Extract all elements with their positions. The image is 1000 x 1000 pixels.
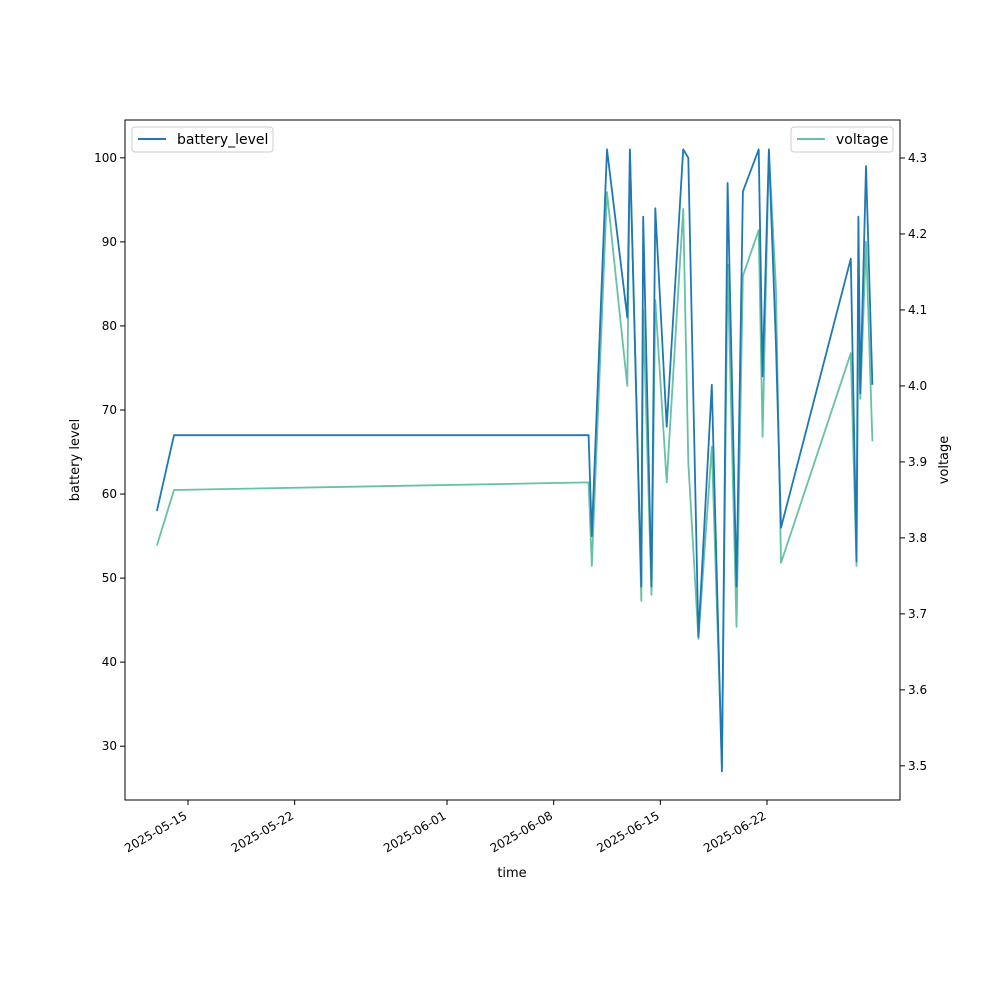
y-axis-left-title: battery level [68, 419, 83, 502]
y-left-tick-label: 70 [102, 403, 117, 417]
x-axis: 2025-05-15 2025-05-22 2025-06-01 2025-06-08… [122, 800, 769, 855]
y-right-tick-label: 4.2 [908, 227, 927, 241]
y-left-tick-label: 100 [94, 151, 117, 165]
y-right-tick-label: 4.3 [908, 151, 927, 165]
y-axis-left: 30 40 50 60 70 80 90 100 [94, 151, 125, 753]
legend-left-label: battery_level [177, 132, 268, 148]
y-right-tick-label: 4.0 [908, 379, 927, 393]
y-left-tick-label: 30 [102, 739, 117, 753]
x-axis-title: time [497, 866, 526, 881]
y-right-tick-label: 4.1 [908, 303, 927, 317]
y-left-tick-label: 80 [102, 319, 117, 333]
series-line-voltage [156, 149, 874, 767]
x-tick-label: 2025-05-15 [122, 808, 189, 855]
y-axis-right: 3.5 3.6 3.7 3.8 3.9 4.0 4.1 4.2 4.3 [900, 151, 927, 773]
y-left-tick-label: 50 [102, 571, 117, 585]
y-left-tick-label: 60 [102, 487, 117, 501]
y-right-tick-label: 3.5 [908, 759, 927, 773]
y-right-tick-label: 3.8 [908, 531, 927, 545]
x-tick-label: 2025-05-22 [229, 808, 296, 855]
y-axis-right-title: voltage [937, 436, 952, 485]
plot-frame [124, 119, 901, 801]
legend-left-box [131, 126, 274, 153]
series-layer [156, 148, 874, 773]
y-left-tick-label: 90 [102, 235, 117, 249]
legend-right: voltage [790, 126, 894, 153]
plot-background [125, 120, 900, 800]
legend-left: battery_level [131, 126, 274, 153]
series-line-battery-level [156, 148, 874, 773]
x-tick-label: 2025-06-22 [701, 808, 768, 855]
x-tick-label: 2025-06-15 [594, 808, 661, 855]
x-tick-label: 2025-06-01 [381, 808, 448, 855]
y-right-tick-label: 3.9 [908, 455, 927, 469]
x-tick-label: 2025-06-08 [488, 808, 555, 855]
y-right-tick-label: 3.7 [908, 607, 927, 621]
legend-right-box [790, 126, 894, 153]
y-left-tick-label: 40 [102, 655, 117, 669]
y-right-tick-label: 3.6 [908, 683, 927, 697]
legend-right-label: voltage [836, 132, 888, 148]
